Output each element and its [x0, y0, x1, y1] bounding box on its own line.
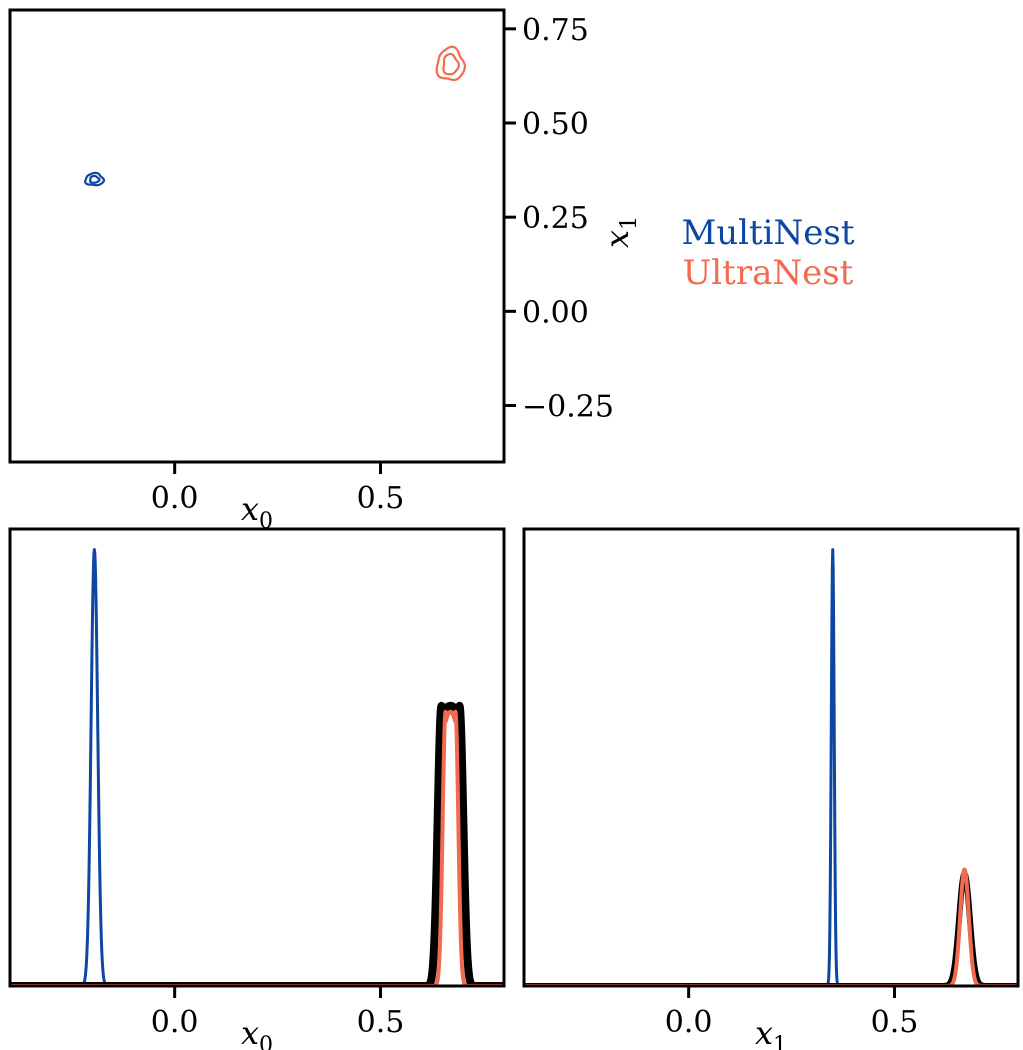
axes-frame — [8, 527, 506, 988]
x-tick-label: 0.5 — [871, 1005, 919, 1040]
y-tick-label: 0.50 — [522, 107, 589, 142]
y-tick-label: 0.75 — [522, 13, 589, 48]
contour-multinest-level-1 — [88, 174, 101, 184]
y-axis-label-subscript: 1 — [617, 216, 642, 230]
axes-frame — [522, 527, 1020, 988]
x-axis-label-subscript: 0 — [259, 1033, 273, 1050]
plot-area — [84, 45, 467, 187]
y-axis-label: x1 — [598, 216, 642, 248]
line-ultranest — [10, 709, 504, 986]
line-reference — [10, 701, 504, 986]
x-tick-label: 0.0 — [151, 1005, 199, 1040]
x-axis-label-subscript: 1 — [773, 1033, 787, 1050]
line-multinest — [524, 548, 1018, 986]
panel-marginal-x0: 0.0 0.5 x0 — [8, 527, 506, 1050]
plot-area — [10, 548, 504, 986]
panel-joint-x0-x1: 0.0 0.5 x0 −0.25 0.00 0.25 0.50 0.75 x1 — [8, 8, 642, 534]
line-multinest — [10, 548, 504, 986]
line-ultranest — [524, 867, 1018, 986]
x-tick-label: 0.0 — [665, 1005, 713, 1040]
y-tick-label: 0.25 — [522, 201, 589, 236]
contour-ultranest-level-0 — [435, 45, 467, 82]
x-axis-label: x0 — [241, 490, 273, 534]
x-tick-label: 0.0 — [151, 481, 199, 516]
plot-area — [524, 548, 1018, 986]
x-tick-label: 0.5 — [357, 1005, 405, 1040]
y-tick-label: 0.00 — [522, 295, 589, 330]
panel-marginal-x1: 0.0 0.5 x1 — [522, 527, 1020, 1050]
y-tick-label: −0.25 — [522, 390, 614, 425]
x-axis-label: x1 — [755, 1014, 787, 1050]
contour-ultranest-level-1 — [442, 52, 460, 76]
axes-frame — [8, 8, 506, 464]
x-axis-label: x0 — [241, 1014, 273, 1050]
legend: MultiNest UltraNest — [681, 213, 854, 293]
line-reference — [524, 871, 1018, 986]
x-tick-label: 0.5 — [357, 481, 405, 516]
legend-entry-ultranest: UltraNest — [683, 253, 854, 293]
contour-multinest-level-0 — [84, 171, 106, 187]
legend-entry-multinest: MultiNest — [681, 213, 854, 253]
